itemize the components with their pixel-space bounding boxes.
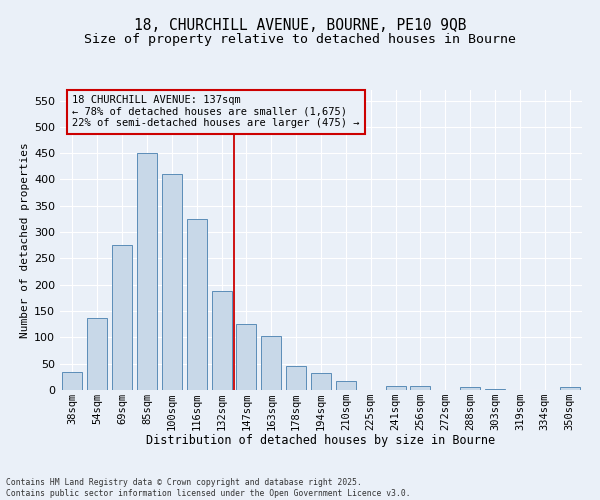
Bar [410, 386, 430, 390]
Bar [485, 389, 505, 390]
X-axis label: Distribution of detached houses by size in Bourne: Distribution of detached houses by size … [146, 434, 496, 448]
Bar [460, 388, 480, 390]
Text: 18, CHURCHILL AVENUE, BOURNE, PE10 9QB: 18, CHURCHILL AVENUE, BOURNE, PE10 9QB [134, 18, 466, 32]
Y-axis label: Number of detached properties: Number of detached properties [20, 142, 30, 338]
Bar [62, 372, 82, 390]
Bar [137, 153, 157, 390]
Text: 18 CHURCHILL AVENUE: 137sqm
← 78% of detached houses are smaller (1,675)
22% of : 18 CHURCHILL AVENUE: 137sqm ← 78% of det… [73, 96, 360, 128]
Bar [262, 336, 281, 390]
Bar [386, 386, 406, 390]
Text: Size of property relative to detached houses in Bourne: Size of property relative to detached ho… [84, 32, 516, 46]
Bar [88, 318, 107, 390]
Bar [187, 219, 206, 390]
Bar [336, 380, 356, 390]
Bar [311, 372, 331, 390]
Bar [236, 324, 256, 390]
Bar [212, 291, 232, 390]
Bar [286, 366, 306, 390]
Bar [112, 246, 132, 390]
Text: Contains HM Land Registry data © Crown copyright and database right 2025.
Contai: Contains HM Land Registry data © Crown c… [6, 478, 410, 498]
Bar [560, 388, 580, 390]
Bar [162, 174, 182, 390]
